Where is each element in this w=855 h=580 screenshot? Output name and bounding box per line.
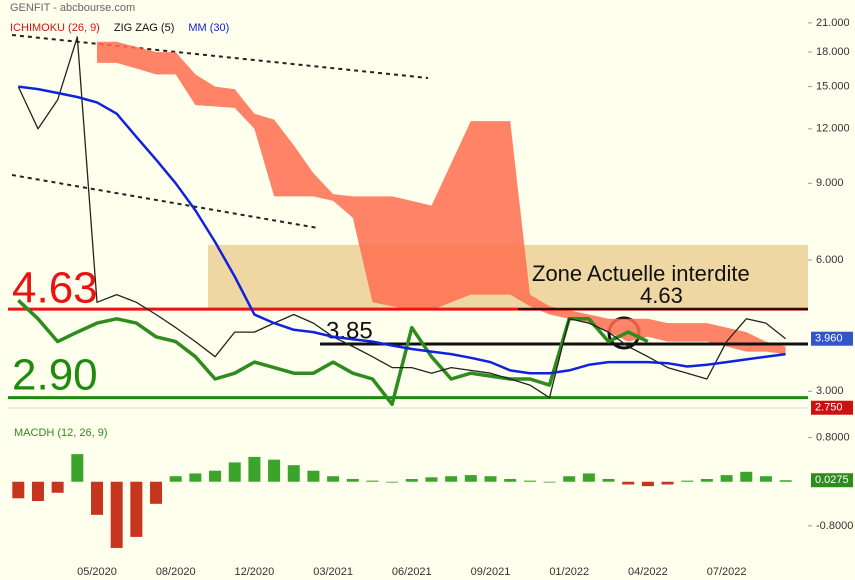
x-tick-label: 09/2021 [471, 566, 511, 578]
macd-bar [720, 475, 733, 482]
macd-bar [346, 478, 359, 482]
macd-bar [169, 476, 182, 482]
macd-bar [464, 475, 477, 482]
macd-bar [622, 481, 635, 485]
price-tag-label: 3.960 [815, 333, 843, 345]
level-label: 4.63 [12, 264, 98, 313]
macd-bar [228, 462, 241, 482]
x-tick-label: 07/2022 [707, 566, 747, 578]
macd-bar [641, 481, 654, 487]
macd-bar [386, 481, 399, 483]
macd-bar [366, 480, 379, 482]
y-tick-label: 15.000 [816, 80, 850, 92]
macd-bar [110, 481, 123, 548]
macd-bar [209, 470, 222, 482]
macd-bar [700, 478, 713, 482]
x-tick-label: 12/2020 [235, 566, 275, 578]
x-tick-label: 05/2020 [77, 566, 117, 578]
x-tick-label: 06/2021 [392, 566, 432, 578]
price-tag-label: 0.0275 [815, 474, 849, 486]
macd-title: MACDH (12, 26, 9) [14, 427, 108, 439]
legend-entry: ZIG ZAG (5) [114, 22, 175, 34]
y-tick-label: 18.000 [816, 46, 850, 58]
macd-bar [12, 481, 25, 499]
macd-bar [268, 459, 281, 482]
macd-bar [759, 476, 772, 482]
macd-bar [602, 478, 615, 482]
chart-title: GENFIT - abcbourse.com [10, 2, 135, 14]
y-tick-label: -0.8000 [816, 520, 853, 532]
macd-bar [405, 478, 418, 482]
macd-bar [189, 473, 202, 482]
trend-line [11, 174, 319, 229]
macd-bar [287, 465, 300, 482]
x-tick-label: 01/2022 [549, 566, 589, 578]
macd-bar [445, 476, 458, 482]
macd-bar [307, 470, 320, 482]
y-tick-label: 9.000 [816, 177, 844, 189]
macd-bar [31, 481, 44, 502]
macd-bar [504, 478, 517, 482]
trend-line [11, 34, 429, 79]
price-tag [811, 473, 853, 488]
price-tag [811, 331, 853, 346]
zone-label: Zone Actuelle interdite [532, 261, 750, 286]
x-tick-label: 04/2022 [628, 566, 668, 578]
x-tick-label: 08/2020 [156, 566, 196, 578]
macd-bar [51, 481, 64, 493]
x-tick-label: 03/2021 [313, 566, 353, 578]
macd-bar [543, 481, 556, 483]
macd-bar [130, 481, 143, 537]
macd-bar [779, 480, 792, 482]
mm-line [18, 85, 786, 375]
macd-bar [661, 481, 674, 485]
macd-bar [681, 480, 694, 482]
macd-bar [582, 473, 595, 482]
macd-bar [523, 480, 536, 482]
y-tick-label: 0.8000 [816, 431, 850, 443]
level-label: 4.63 [640, 283, 683, 308]
macd-bar [327, 476, 340, 482]
ichimoku-cloud [97, 41, 786, 355]
y-tick-label: 3.000 [816, 385, 844, 397]
price-tag-label: 2.750 [815, 402, 843, 414]
y-tick-label: 6.000 [816, 254, 844, 266]
legend-entry: MM (30) [188, 22, 229, 34]
legend-entry: ICHIMOKU (26, 9) [10, 22, 100, 34]
macd-bar [150, 481, 163, 504]
macd-bar [484, 476, 497, 482]
price-tag [811, 400, 853, 415]
lagging-line [17, 299, 649, 407]
y-tick-label: 21.000 [816, 17, 850, 29]
macd-bar [91, 481, 103, 515]
macd-bar [248, 456, 261, 482]
macd-bar [71, 454, 84, 482]
level-label: 2.90 [12, 350, 98, 399]
macd-bar [425, 477, 438, 482]
y-tick-label: 12.000 [816, 123, 850, 135]
macd-bar [563, 476, 576, 482]
macd-bar [740, 471, 753, 482]
